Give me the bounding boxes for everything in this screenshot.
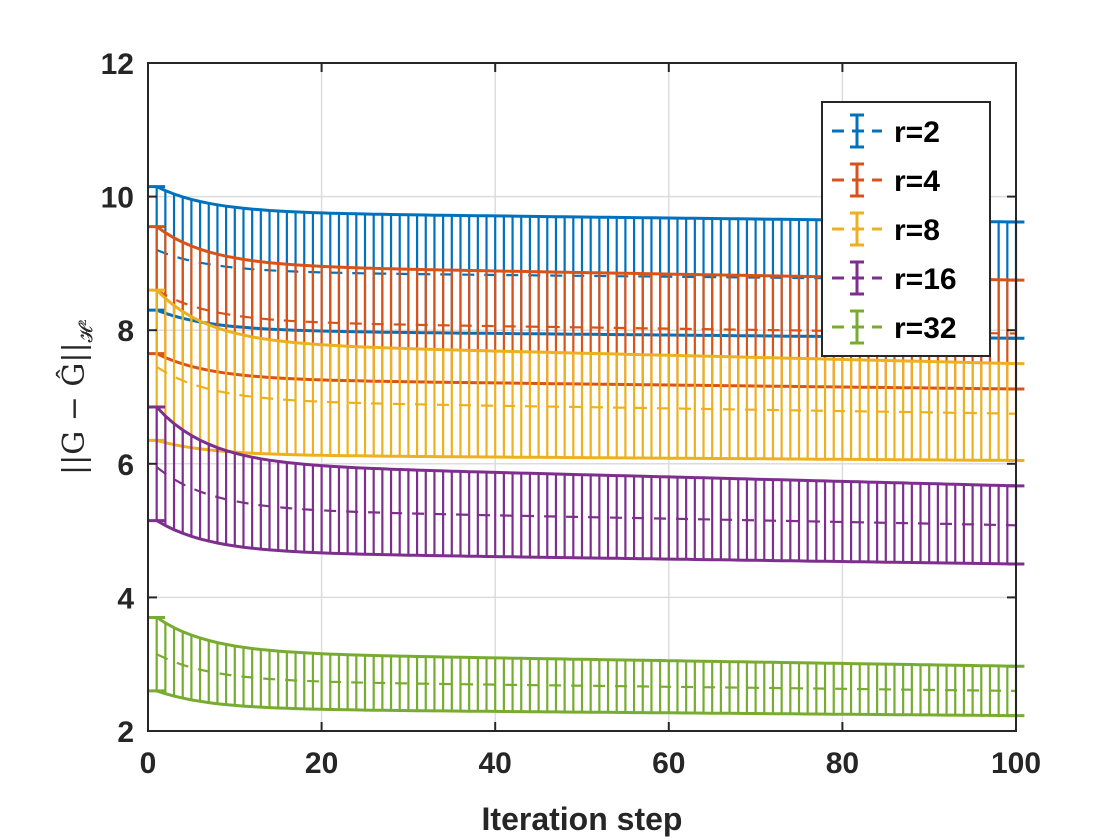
x-tick-label: 40 [479, 747, 512, 780]
y-tick-label: 6 [117, 449, 134, 482]
legend: r=2 r=4 r=8 r=16 r=32 [821, 101, 991, 357]
y-axis-title: ||G − Ĝ||𝓗² [56, 319, 97, 475]
legend-item-r=16: r=16 [832, 260, 957, 296]
tick-labels: 0 20 40 60 80 100 2 4 6 8 10 12 [101, 48, 1041, 780]
x-tick-label: 100 [991, 747, 1041, 780]
lower-cap-line [156, 438, 1017, 462]
x-tick-label: 0 [140, 747, 157, 780]
x-tick-label: 20 [305, 747, 338, 780]
axes-box [147, 62, 1017, 732]
series-r=32 [148, 615, 1025, 718]
upper-cap-line [155, 405, 1017, 488]
legend-item-r=32: r=32 [832, 309, 957, 345]
lower-cap-line [156, 352, 1017, 391]
y-axis-title-main: ||G − Ĝ|| [56, 342, 92, 475]
upper-cap-line [155, 289, 1017, 366]
x-tick-label: 80 [826, 747, 859, 780]
legend-item-r=8: r=8 [832, 211, 940, 247]
legend-label: r=32 [894, 312, 957, 345]
y-tick-label: 12 [101, 48, 134, 81]
legend-item-r=2: r=2 [832, 113, 940, 149]
legend-label: r=8 [894, 214, 940, 247]
upper-cap-line [155, 616, 1017, 668]
x-axis-title: Iteration step [482, 801, 683, 837]
legend-label: r=2 [894, 116, 940, 149]
legend-box [821, 101, 991, 357]
ticks [147, 62, 1017, 732]
y-tick-label: 2 [117, 716, 134, 749]
lower-cap-line [156, 689, 1016, 718]
y-tick-label: 8 [117, 315, 134, 348]
x-tick-label: 60 [652, 747, 685, 780]
series-layer [148, 185, 1025, 718]
y-tick-label: 4 [117, 582, 134, 615]
legend-item-r=4: r=4 [832, 162, 940, 198]
series-r=16 [148, 405, 1025, 566]
y-tick-label: 10 [101, 182, 134, 215]
legend-label: r=16 [894, 263, 957, 296]
legend-label: r=4 [894, 165, 940, 198]
y-axis-title-subscript: 𝓗² [76, 319, 97, 342]
svg-text:||G − Ĝ||𝓗²: ||G − Ĝ||𝓗² [56, 319, 97, 475]
lower-cap-line [155, 519, 1017, 566]
series-r=8 [148, 288, 1025, 462]
